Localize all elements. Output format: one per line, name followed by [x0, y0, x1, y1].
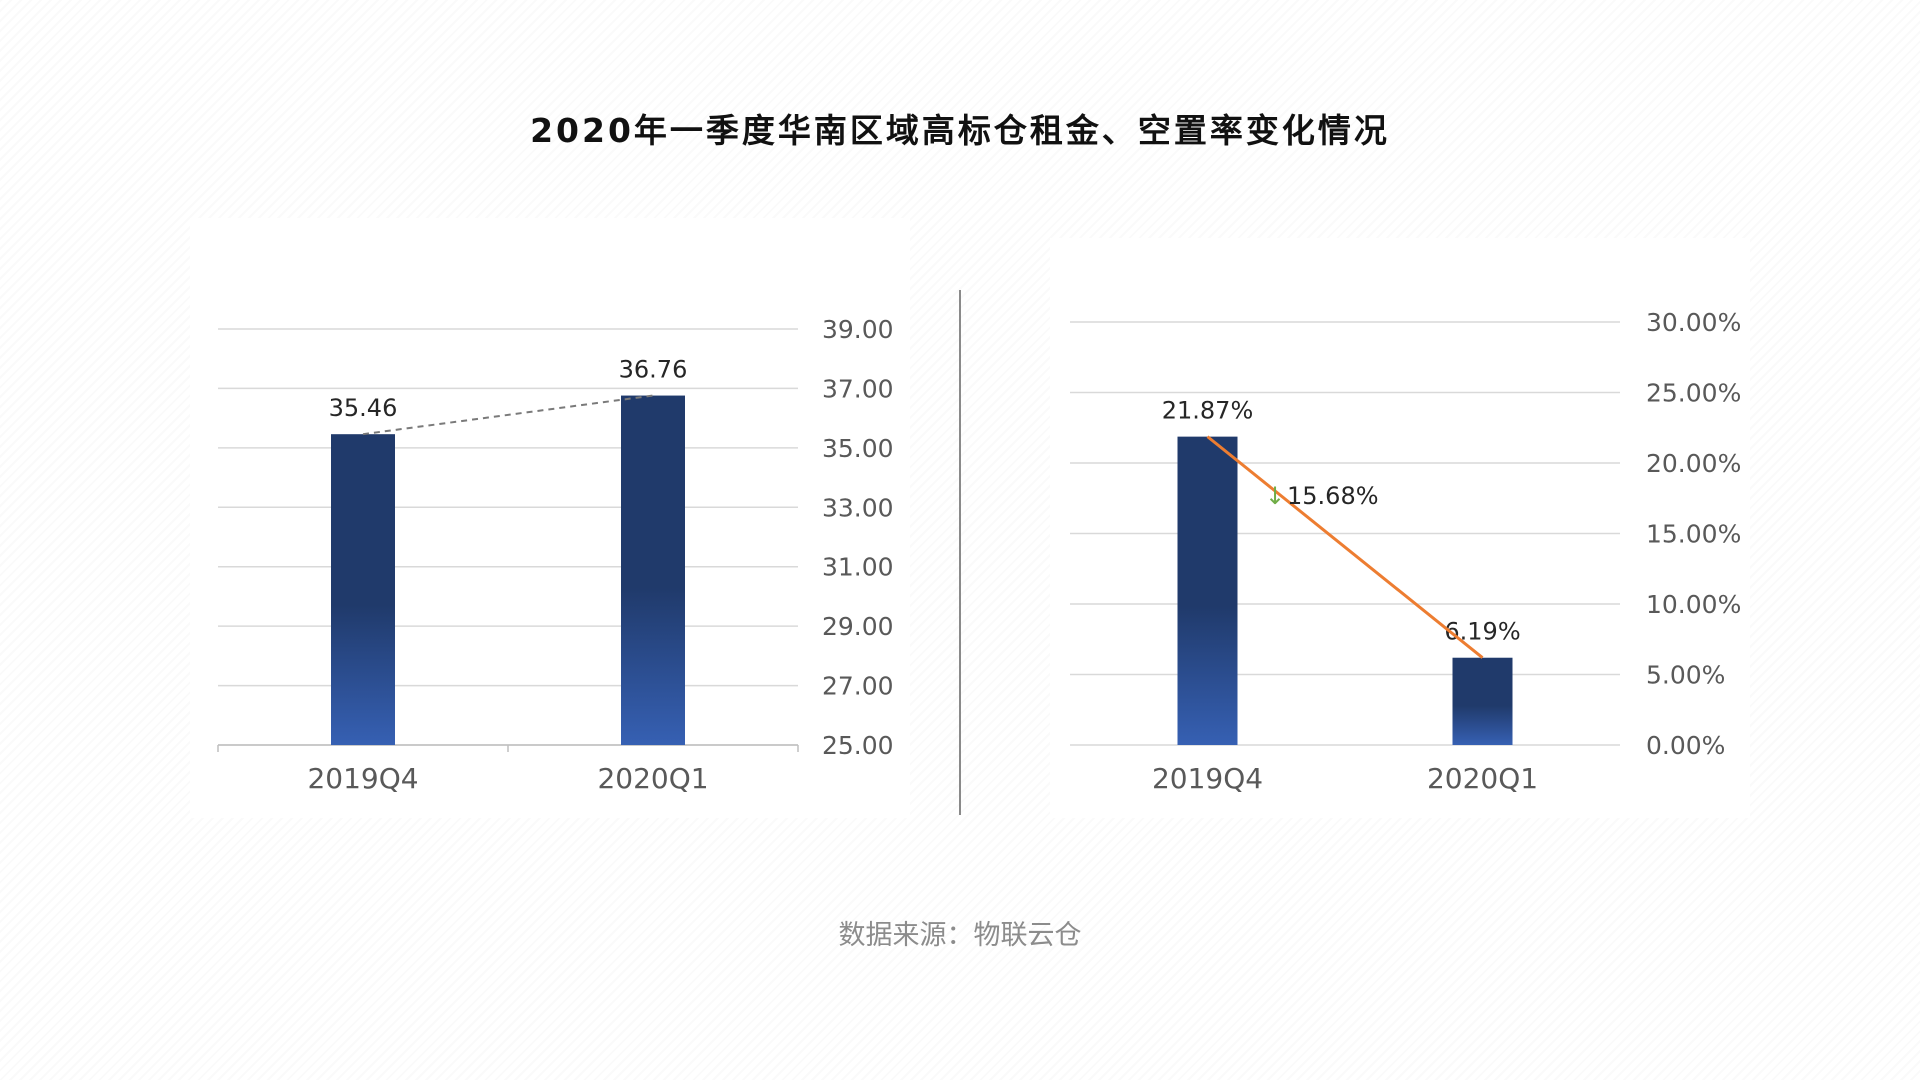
- y-tick-label: 39.00: [822, 315, 894, 344]
- y-tick-label: 0.00%: [1646, 731, 1725, 760]
- y-tick-label: 27.00: [822, 672, 894, 701]
- x-category-label: 2019Q4: [307, 762, 418, 795]
- trend-line: [362, 394, 654, 436]
- bar: [1452, 657, 1513, 745]
- y-tick-label: 29.00: [822, 612, 894, 641]
- chart-divider: [959, 290, 961, 815]
- bar: [331, 434, 395, 745]
- y-tick-label: 5.00%: [1646, 661, 1725, 690]
- y-tick-label: 25.00: [822, 731, 894, 760]
- change-annotation: 15.68%: [1287, 482, 1379, 510]
- x-category-label: 2020Q1: [597, 762, 708, 795]
- vacancy-chart-panel: 0.00% 5.00% 10.00% 15.00% 20.00% 25.00% 30.00%…: [1050, 238, 1750, 818]
- rent-chart-panel: 25.00 27.00 29.00 31.00 33.00 35.00 37.00 39.00…: [190, 218, 910, 818]
- trend-line: [1206, 435, 1484, 659]
- data-label: 21.87%: [1162, 397, 1254, 425]
- y-tick-label: 15.00%: [1646, 520, 1741, 549]
- y-tick-label: 35.00: [822, 434, 894, 463]
- x-category-label: 2019Q4: [1152, 762, 1263, 795]
- bar: [1177, 436, 1238, 745]
- data-label: 35.46: [329, 394, 398, 422]
- vacancy-chart: 0.00% 5.00% 10.00% 15.00% 20.00% 25.00% 30.00%…: [1070, 308, 1741, 795]
- y-tick-label: 37.00: [822, 374, 894, 403]
- y-tick-label: 33.00: [822, 493, 894, 522]
- y-tick-label: 25.00%: [1646, 379, 1741, 408]
- y-tick-label: 10.00%: [1646, 590, 1741, 619]
- page-title: 2020年一季度华南区域高标仓租金、空置率变化情况: [530, 111, 1390, 150]
- bar: [621, 395, 685, 745]
- y-tick-label: 30.00%: [1646, 308, 1741, 337]
- data-source-note: 数据来源：物联云仓: [838, 920, 1082, 951]
- data-label: 6.19%: [1444, 618, 1520, 646]
- down-arrow-icon: ↓: [1265, 482, 1285, 510]
- y-tick-label: 31.00: [822, 553, 894, 582]
- x-category-label: 2020Q1: [1427, 762, 1538, 795]
- y-tick-label: 20.00%: [1646, 449, 1741, 478]
- data-label: 36.76: [619, 356, 688, 384]
- rent-chart: 25.00 27.00 29.00 31.00 33.00 35.00 37.00 39.00…: [217, 315, 894, 795]
